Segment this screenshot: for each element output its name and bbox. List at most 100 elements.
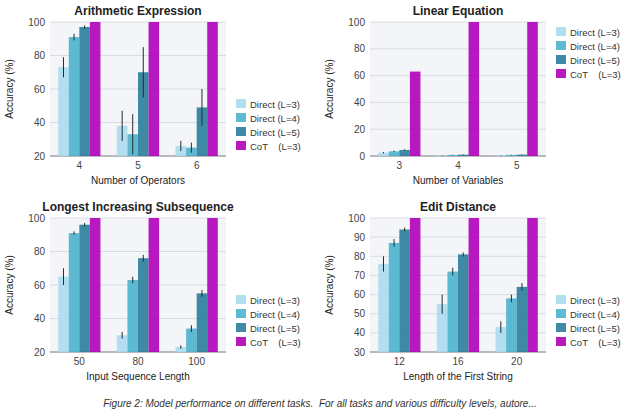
error-bar <box>201 89 202 126</box>
bar <box>127 280 138 352</box>
error-bar <box>383 152 384 153</box>
x-tick-label: 16 <box>452 356 464 367</box>
plot-area <box>50 22 226 156</box>
legend-swatch <box>236 295 246 304</box>
bar <box>389 243 400 352</box>
error-bar <box>442 295 443 314</box>
error-bar <box>201 290 202 297</box>
bar <box>79 225 90 352</box>
y-tick-label: 70 <box>354 270 366 281</box>
x-tick-label: 5 <box>135 160 141 171</box>
legend: Direct (L=3)Direct (L=4)Direct (L=5)CoT … <box>236 99 301 152</box>
bar <box>79 27 90 156</box>
legend: Direct (L=3)Direct (L=4)Direct (L=5)CoT … <box>556 295 621 348</box>
error-bar <box>84 25 85 28</box>
title: Edit Distance <box>420 200 496 214</box>
y-tick-label: 80 <box>354 43 366 54</box>
bar <box>506 155 517 156</box>
legend-label: Direct (L=3) <box>250 99 300 110</box>
legend-label: Direct (L=4) <box>250 113 300 124</box>
error-bar <box>404 149 405 150</box>
bar <box>469 22 480 156</box>
plot-area <box>50 218 226 352</box>
legend: Direct (L=3)Direct (L=4)Direct (L=5)CoT … <box>236 295 301 348</box>
error-bar <box>132 114 133 154</box>
legend-label: Direct (L=5) <box>250 323 300 334</box>
x-tick-label: 6 <box>194 160 200 171</box>
error-bar <box>442 155 443 156</box>
legend-swatch <box>236 309 246 318</box>
bar <box>207 218 218 352</box>
x-axis-label: Number of Operators <box>91 175 185 186</box>
error-bar <box>511 154 512 156</box>
figure: 20406080100456Number of OperatorsAccurac… <box>0 0 640 415</box>
grid-line <box>50 218 226 219</box>
error-bar <box>180 345 181 348</box>
grid-line <box>370 237 546 238</box>
legend-label: CoT (L=3) <box>570 337 621 348</box>
x-tick-label: 20 <box>511 356 523 367</box>
bar <box>378 153 389 156</box>
legend-label: Direct (L=3) <box>570 295 620 306</box>
y-tick-label: 100 <box>28 17 45 28</box>
legend-label: Direct (L=3) <box>570 27 620 38</box>
y-tick-label: 100 <box>348 17 365 28</box>
error-bar <box>74 34 75 41</box>
bar <box>149 22 160 156</box>
y-tick-label: 40 <box>354 97 366 108</box>
error-bar <box>394 239 395 247</box>
marks <box>378 218 538 352</box>
panel: 020406080100345Number of VariablesAccura… <box>324 4 621 186</box>
plot-area <box>370 218 546 352</box>
error-bar <box>74 231 75 234</box>
y-tick-label: 60 <box>354 289 366 300</box>
bar <box>437 155 448 156</box>
y-tick-label: 0 <box>359 151 365 162</box>
marks <box>378 22 538 156</box>
legend-label: Direct (L=4) <box>570 41 620 52</box>
y-axis-label: Accuracy (%) <box>324 59 335 118</box>
x-axis-label: Length of the First String <box>403 371 513 382</box>
legend-label: Direct (L=4) <box>570 309 620 320</box>
grid-line <box>370 22 546 23</box>
x-tick-label: 100 <box>188 356 205 367</box>
y-tick-label: 100 <box>348 213 365 224</box>
y-tick-label: 20 <box>34 151 46 162</box>
y-axis-label: Accuracy (%) <box>324 255 335 314</box>
title: Longest Increasing Subsequence <box>42 200 234 214</box>
legend-swatch <box>556 27 566 36</box>
x-tick-label: 4 <box>455 160 461 171</box>
legend-label: Direct (L=5) <box>570 55 620 66</box>
panel: 20406080100456Number of OperatorsAccurac… <box>4 4 301 186</box>
bar <box>527 22 538 156</box>
legend-label: CoT (L=3) <box>250 141 301 152</box>
x-tick-label: 80 <box>132 356 144 367</box>
legend-swatch <box>556 69 566 78</box>
bar <box>58 277 69 352</box>
bar <box>496 155 507 156</box>
bar <box>69 233 80 352</box>
y-axis-label: Accuracy (%) <box>4 59 15 118</box>
x-axis-label: Input Sequence Length <box>86 371 189 382</box>
bar <box>149 218 160 352</box>
y-tick-label: 40 <box>354 327 366 338</box>
x-tick-label: 12 <box>394 356 406 367</box>
legend-label: Direct (L=3) <box>250 295 300 306</box>
bar <box>378 264 389 352</box>
bar <box>186 329 197 352</box>
title: Linear Equation <box>413 4 504 18</box>
plot-area <box>370 22 546 156</box>
x-tick-label: 5 <box>514 160 520 171</box>
error-bar <box>500 155 501 156</box>
legend-swatch <box>556 295 566 304</box>
error-bar <box>452 154 453 156</box>
error-bar <box>63 57 64 77</box>
y-tick-label: 80 <box>34 50 46 61</box>
x-tick-label: 4 <box>77 160 83 171</box>
legend-swatch <box>556 309 566 318</box>
error-bar <box>84 223 85 226</box>
bar <box>90 218 101 352</box>
bar <box>138 258 149 352</box>
y-axis-label: Accuracy (%) <box>4 255 15 314</box>
title: Arithmetic Expression <box>74 4 201 18</box>
